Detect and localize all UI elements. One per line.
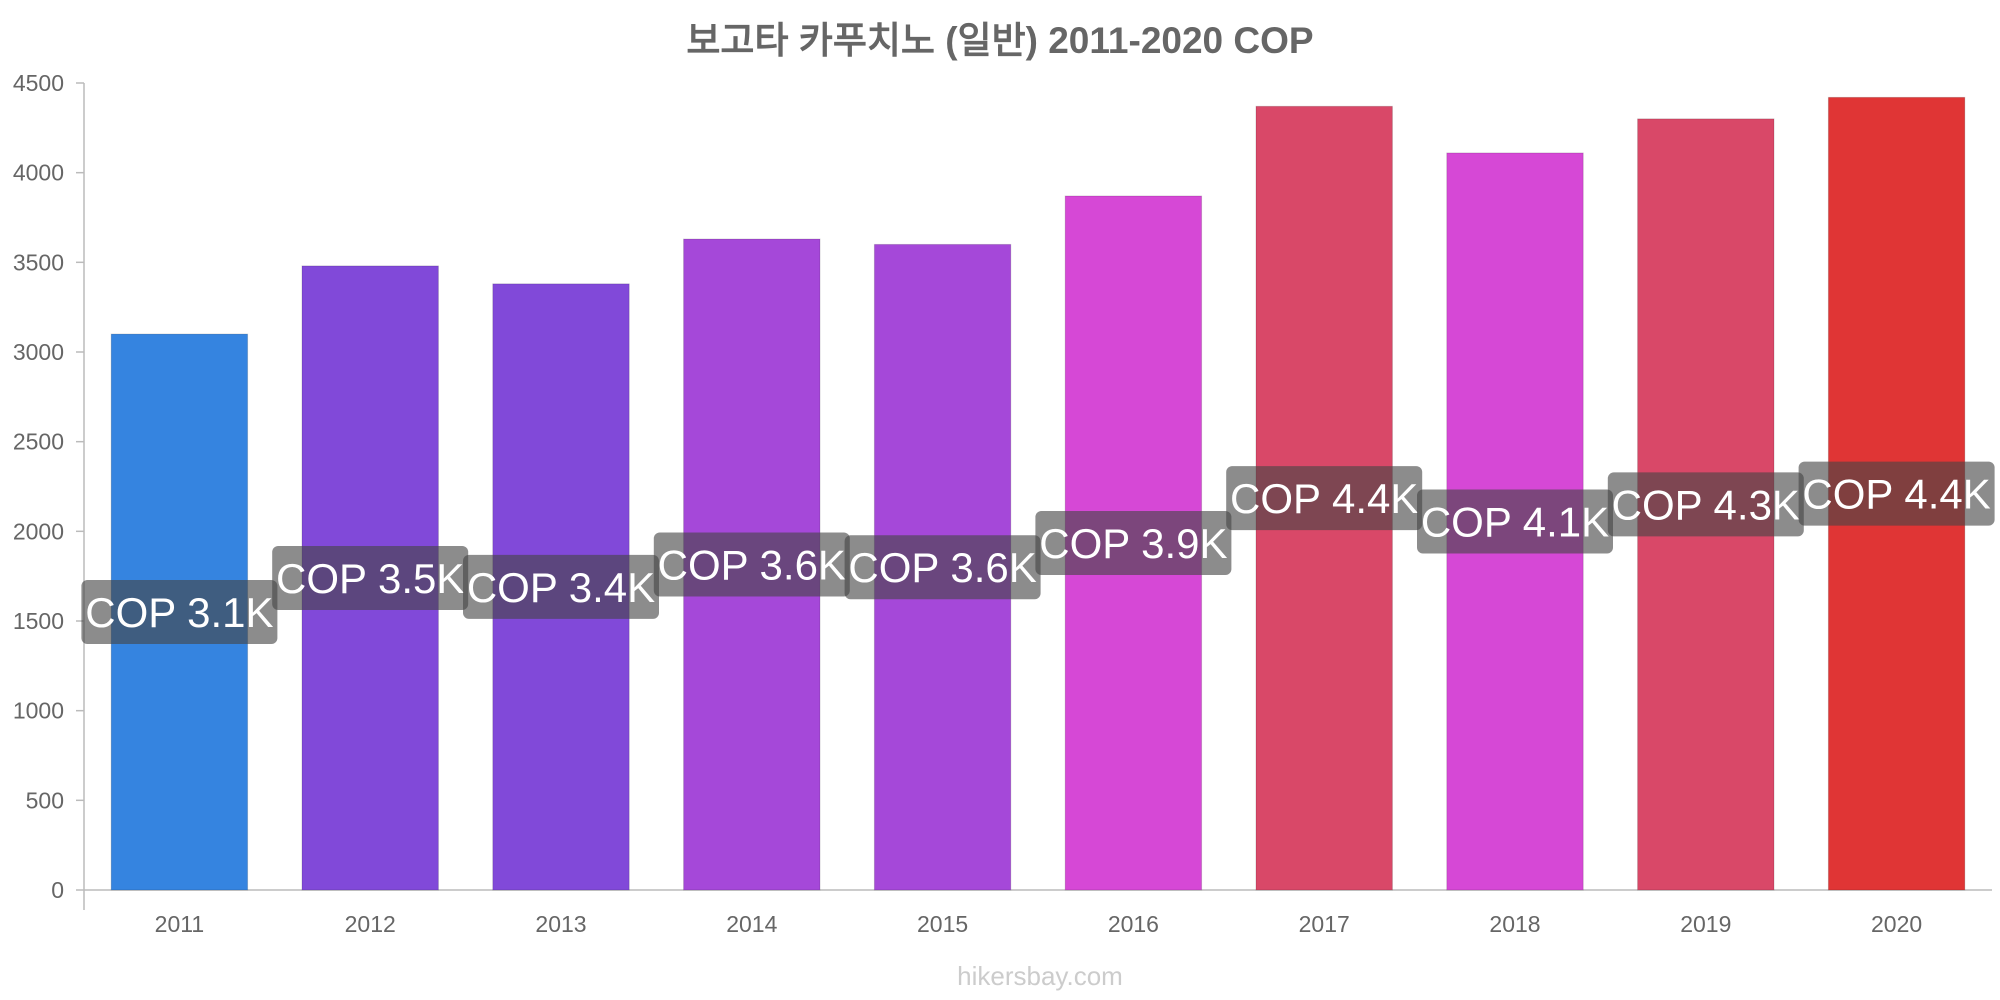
y-tick-label: 2500 xyxy=(13,429,64,455)
data-label: COP 3.1K xyxy=(85,589,273,636)
y-tick-label: 0 xyxy=(51,877,64,903)
data-label-box xyxy=(463,554,659,619)
data-label-box xyxy=(1798,461,1995,526)
data-label-box xyxy=(1226,466,1423,531)
y-tick-label: 4000 xyxy=(13,160,64,186)
x-tick-label: 2013 xyxy=(535,911,586,937)
data-label: COP 3.4K xyxy=(467,564,655,611)
y-tick-label: 4500 xyxy=(13,70,64,96)
y-axis: 0 500 1000 1500 2000 2500 3000 3500 4000 4500 xyxy=(13,70,85,910)
x-tick-label: 2019 xyxy=(1680,911,1731,937)
x-tick-label: 2015 xyxy=(917,911,968,937)
data-label: COP 3.5K xyxy=(276,555,464,602)
x-tick-label: 2014 xyxy=(726,911,777,937)
data-label: COP 4.4K xyxy=(1230,475,1418,522)
y-tick-label: 3500 xyxy=(13,249,64,275)
x-axis: 2011 2012 2013 2014 2015 2016 2017 2018 2019 2020 xyxy=(84,889,1992,937)
y-tick-label: 3000 xyxy=(13,339,64,365)
y-tick-label: 500 xyxy=(26,787,64,813)
y-tick-label: 2000 xyxy=(13,518,64,544)
x-tick-label: 2011 xyxy=(155,911,204,937)
x-tick-label: 2020 xyxy=(1871,911,1922,937)
data-label-box xyxy=(844,535,1041,600)
data-label-box xyxy=(1607,472,1804,537)
chart-title: 보고타 카푸치노 (일반) 2011-2020 COP xyxy=(686,20,1313,61)
data-label-box xyxy=(272,545,469,610)
y-tick-label: 1500 xyxy=(13,608,64,634)
x-tick-label: 2012 xyxy=(345,911,396,937)
data-label: COP 4.3K xyxy=(1612,481,1800,528)
y-tick-label: 1000 xyxy=(13,698,64,724)
x-tick-label: 2017 xyxy=(1299,911,1350,937)
x-tick-label: 2016 xyxy=(1108,911,1159,937)
data-label: COP 3.9K xyxy=(1039,520,1227,567)
data-label: COP 4.1K xyxy=(1421,498,1609,545)
data-label-box xyxy=(653,532,850,597)
watermark: hikersbay.com xyxy=(957,961,1123,991)
data-label: COP 3.6K xyxy=(848,544,1036,591)
data-label-box xyxy=(1035,510,1232,575)
data-label: COP 4.4K xyxy=(1802,471,1990,518)
data-label-box xyxy=(81,580,278,645)
data-label-box xyxy=(1417,489,1613,554)
data-label: COP 3.6K xyxy=(658,542,846,589)
x-tick-label: 2018 xyxy=(1489,911,1540,937)
